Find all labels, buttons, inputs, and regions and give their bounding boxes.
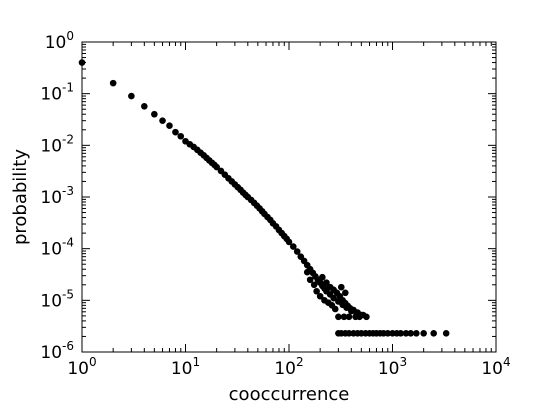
data-point: [363, 313, 370, 321]
y-axis-label: probability: [10, 149, 31, 245]
y-tick-label: 10-3: [40, 184, 74, 208]
y-tick-label: 10-1: [40, 81, 74, 105]
data-point: [303, 268, 311, 276]
data-point: [151, 110, 158, 118]
data-point: [345, 313, 353, 321]
data-point: [109, 79, 117, 87]
data-point: [316, 292, 324, 300]
data-point: [420, 330, 427, 337]
data-point: [213, 163, 220, 171]
x-tick-label: 101: [171, 355, 200, 379]
data-point: [319, 273, 326, 281]
data-point: [128, 92, 135, 100]
data-point: [413, 330, 420, 337]
data-point: [384, 330, 392, 337]
data-point: [340, 313, 348, 321]
y-tick-label: 10-6: [40, 339, 74, 363]
y-tick-label: 10-2: [40, 132, 74, 156]
y-tick-label: 100: [45, 29, 74, 53]
data-point: [166, 122, 173, 129]
y-tick-label: 10-5: [40, 287, 74, 311]
x-tick-label: 104: [481, 355, 510, 379]
data-point: [177, 132, 185, 140]
axis-ticks: 100 101 102 103 104 10-6 10-5 10-4 10-3 10-2 10-1 1…: [40, 29, 510, 379]
data-points: [78, 59, 450, 337]
x-axis-label: cooccurrence: [229, 384, 350, 405]
data-point: [293, 248, 301, 255]
data-point: [442, 330, 450, 337]
data-point: [337, 283, 345, 291]
x-tick-label: 100: [67, 355, 96, 379]
data-point: [356, 313, 363, 321]
x-tick-label: 102: [274, 355, 303, 379]
data-point: [159, 117, 166, 124]
data-point: [306, 276, 314, 284]
plot-frame: [81, 41, 497, 353]
data-point: [331, 305, 339, 313]
data-point: [397, 330, 405, 337]
data-point: [335, 313, 342, 321]
data-point: [330, 294, 337, 302]
data-point: [342, 289, 349, 297]
data-point: [310, 281, 318, 289]
data-point: [323, 279, 330, 286]
data-point: [402, 330, 410, 337]
x-tick-label: 103: [378, 355, 407, 379]
data-point: [430, 330, 437, 337]
data-point: [172, 128, 179, 136]
data-point: [289, 243, 297, 250]
data-point: [313, 287, 320, 295]
data-point: [141, 102, 148, 110]
data-point: [407, 330, 415, 337]
data-point: [285, 238, 293, 246]
y-tick-label: 10-4: [40, 236, 74, 260]
